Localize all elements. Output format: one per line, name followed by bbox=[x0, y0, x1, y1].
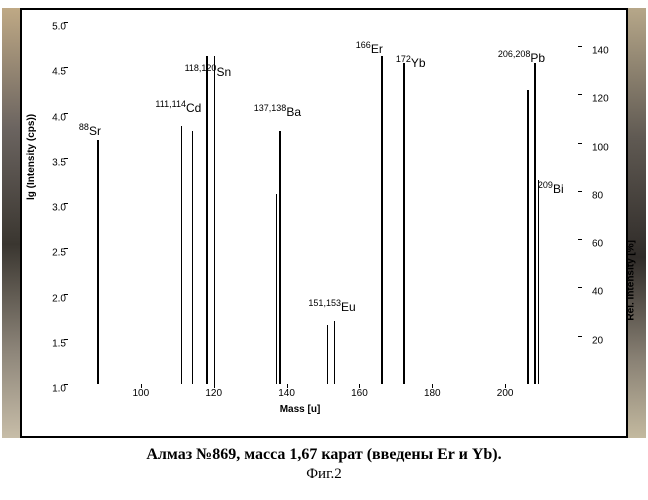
x-tick: 140 bbox=[278, 388, 295, 399]
y2-tick: 40 bbox=[592, 287, 603, 298]
spectrum-peak bbox=[279, 131, 281, 384]
x-tick: 180 bbox=[424, 388, 441, 399]
x-tick: 120 bbox=[205, 388, 222, 399]
y2-tickmark bbox=[578, 94, 582, 95]
y-tick: 4.5 bbox=[52, 67, 66, 78]
peak-label: 111,114Cd bbox=[155, 99, 201, 115]
y-tick: 3.0 bbox=[52, 203, 66, 214]
y-tick: 2.5 bbox=[52, 248, 66, 259]
element-symbol: Bi bbox=[553, 182, 564, 196]
peak-label: 88Sr bbox=[79, 122, 101, 138]
y-tick: 4.0 bbox=[52, 112, 66, 123]
peak-label: 209Bi bbox=[538, 180, 564, 196]
element-symbol: Er bbox=[371, 42, 383, 56]
element-symbol: Sr bbox=[89, 124, 101, 138]
spectrum-peak bbox=[206, 56, 208, 384]
spectrum-peak bbox=[214, 56, 216, 384]
y2-axis-label: Rel. Intensity [%] bbox=[626, 240, 637, 321]
x-tickmark bbox=[287, 384, 288, 388]
caption-line2: Фиг.2 bbox=[0, 466, 648, 483]
spectrum-peak bbox=[181, 126, 183, 384]
y-tick: 2.0 bbox=[52, 293, 66, 304]
peak-label: 137,138Ba bbox=[254, 103, 301, 119]
y-tick: 5.0 bbox=[52, 22, 66, 33]
plot-area: 88Sr 111,114Cd 118,120Sn 137,138Ba 151,153Eu… bbox=[68, 22, 578, 384]
figure-caption: Алмаз №869, масса 1,67 карат (введены Er… bbox=[0, 446, 648, 483]
figure-container: lg (Intensity (cps)) Rel. Intensity [%] … bbox=[0, 0, 648, 500]
spectrum-peak bbox=[403, 63, 405, 384]
spectrum-peak bbox=[534, 63, 536, 384]
isotope-superscript: 151,153 bbox=[308, 298, 341, 308]
spectrum-peak bbox=[538, 180, 540, 384]
spectrum-peak bbox=[381, 56, 383, 384]
peak-label: 151,153Eu bbox=[308, 298, 355, 314]
isotope-superscript: 166 bbox=[356, 40, 371, 50]
element-symbol: Sn bbox=[216, 65, 231, 79]
x-axis: 100 120 140 160 180 200 bbox=[68, 388, 578, 408]
spectrum-peak bbox=[276, 194, 278, 384]
spectrum-peak bbox=[527, 90, 529, 384]
y-tick: 3.5 bbox=[52, 157, 66, 168]
element-symbol: Ba bbox=[286, 105, 301, 119]
y-tickmark bbox=[64, 113, 68, 114]
x-tickmark bbox=[214, 384, 215, 388]
y-tickmark bbox=[64, 158, 68, 159]
y-tick: 1.5 bbox=[52, 338, 66, 349]
isotope-superscript: 111,114 bbox=[155, 99, 186, 109]
y2-tickmark bbox=[578, 336, 582, 337]
y2-tick: 60 bbox=[592, 239, 603, 250]
left-scan-edge bbox=[2, 8, 20, 438]
y2-tick: 140 bbox=[592, 46, 609, 57]
right-scan-edge bbox=[628, 8, 646, 438]
y-tickmark bbox=[64, 248, 68, 249]
peak-label: 172Yb bbox=[396, 54, 426, 70]
element-symbol: Eu bbox=[341, 300, 356, 314]
y2-axis: 20 40 60 80 100 120 140 bbox=[590, 22, 624, 384]
y-tickmark bbox=[64, 203, 68, 204]
y2-tickmark bbox=[578, 239, 582, 240]
isotope-superscript: 206,208 bbox=[498, 49, 531, 59]
x-tick: 160 bbox=[351, 388, 368, 399]
spectrum-peak bbox=[334, 321, 336, 384]
isotope-superscript: 137,138 bbox=[254, 103, 287, 113]
x-tick: 200 bbox=[497, 388, 514, 399]
y-tickmark bbox=[64, 294, 68, 295]
isotope-superscript: 172 bbox=[396, 54, 411, 64]
y-tickmark bbox=[64, 67, 68, 68]
x-tickmark bbox=[141, 384, 142, 388]
spectrum-peak bbox=[192, 131, 194, 384]
peak-label: 118,120Sn bbox=[185, 63, 232, 79]
x-tickmark bbox=[359, 384, 360, 388]
y-tickmark bbox=[64, 22, 68, 23]
element-symbol: Pb bbox=[530, 51, 545, 65]
y2-tickmark bbox=[578, 287, 582, 288]
x-tick: 100 bbox=[133, 388, 150, 399]
y-tickmark bbox=[64, 384, 68, 385]
isotope-superscript: 209 bbox=[538, 180, 553, 190]
y2-tick: 100 bbox=[592, 142, 609, 153]
peak-label: 166Er bbox=[356, 40, 383, 56]
spectrum-peak bbox=[97, 140, 99, 384]
x-tickmark bbox=[432, 384, 433, 388]
y2-tick: 80 bbox=[592, 190, 603, 201]
spectrum-peak bbox=[327, 325, 329, 384]
y-tickmark bbox=[64, 339, 68, 340]
y2-tickmark bbox=[578, 46, 582, 47]
isotope-superscript: 118,120 bbox=[185, 63, 217, 73]
y2-tickmark bbox=[578, 191, 582, 192]
y-tick: 1.0 bbox=[52, 384, 66, 395]
x-tickmark bbox=[505, 384, 506, 388]
caption-line1: Алмаз №869, масса 1,67 карат (введены Er… bbox=[0, 446, 648, 464]
y2-tickmark bbox=[578, 143, 582, 144]
y2-tick: 20 bbox=[592, 335, 603, 346]
element-symbol: Cd bbox=[186, 101, 201, 115]
peak-label: 206,208Pb bbox=[498, 49, 545, 65]
isotope-superscript: 88 bbox=[79, 122, 89, 132]
y2-tick: 120 bbox=[592, 94, 609, 105]
element-symbol: Yb bbox=[411, 56, 426, 70]
y-axis: 1.01.52.02.53.03.54.04.55.0 bbox=[30, 22, 68, 384]
